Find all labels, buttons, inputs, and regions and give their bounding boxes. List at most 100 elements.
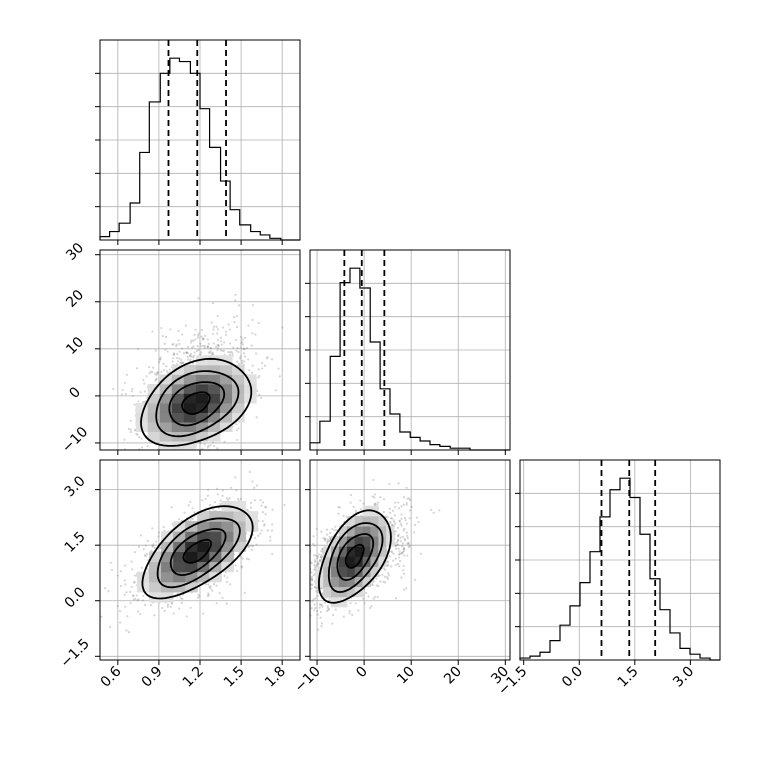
- density-cell: [370, 546, 379, 557]
- scatter-point: [303, 614, 305, 616]
- density-p2-p3: −10 0 10 20 30: [278, 459, 512, 696]
- scatter-point: [123, 593, 126, 596]
- scatter-point: [373, 503, 376, 506]
- density-cell: [173, 531, 186, 542]
- scatter-point: [143, 382, 146, 385]
- scatter-point: [326, 542, 329, 545]
- density-cell: [149, 561, 162, 573]
- scatter-point: [400, 552, 403, 555]
- density-cell: [331, 566, 340, 578]
- scatter-point: [123, 381, 127, 384]
- density-cell: [220, 374, 233, 385]
- scatter-point: [261, 367, 264, 370]
- scatter-point: [349, 602, 352, 605]
- scatter-point: [182, 361, 185, 364]
- density-cell: [338, 556, 348, 567]
- scatter-point: [237, 350, 240, 354]
- scatter-point: [186, 345, 189, 349]
- scatter-point: [225, 497, 228, 500]
- scatter-point: [183, 454, 185, 456]
- scatter-point: [257, 368, 260, 371]
- scatter-point: [209, 444, 212, 447]
- scatter-point: [393, 505, 397, 509]
- scatter-point: [403, 539, 407, 542]
- scatter-point: [217, 346, 220, 350]
- scatter-point: [260, 504, 263, 507]
- scatter-point: [281, 326, 284, 329]
- scatter-point: [151, 544, 154, 547]
- scatter-point: [143, 400, 146, 404]
- scatter-point: [116, 605, 119, 608]
- scatter-point: [133, 455, 135, 457]
- scatter-point: [313, 554, 316, 557]
- scatter-point: [232, 346, 235, 349]
- scatter-point: [207, 592, 210, 595]
- scatter-point: [388, 555, 391, 558]
- scatter-point: [378, 574, 381, 577]
- scatter-point: [403, 548, 406, 551]
- scatter-point: [211, 332, 215, 336]
- scatter-point: [349, 501, 352, 504]
- x-tick-label: 1.8: [262, 664, 289, 691]
- scatter-point: [133, 580, 136, 584]
- scatter-point: [393, 520, 396, 524]
- x-tick-label: 3.0: [670, 664, 697, 691]
- scatter-point: [405, 503, 408, 506]
- scatter-point: [344, 523, 348, 526]
- density-cell: [354, 546, 364, 557]
- scatter-point: [312, 574, 315, 577]
- density-cell: [183, 383, 197, 394]
- scatter-point: [156, 371, 159, 374]
- scatter-point: [199, 342, 202, 345]
- scatter-point: [195, 349, 199, 352]
- scatter-point: [136, 433, 139, 436]
- scatter-point: [238, 551, 241, 554]
- scatter-point: [402, 546, 406, 550]
- scatter-point: [371, 495, 374, 498]
- scatter-point: [263, 364, 267, 367]
- density-cell: [159, 412, 173, 423]
- scatter-point: [166, 372, 169, 375]
- scatter-point: [121, 388, 124, 391]
- scatter-point: [198, 441, 202, 444]
- scatter-point: [217, 457, 219, 459]
- scatter-point: [176, 353, 179, 356]
- scatter-point: [160, 462, 162, 464]
- scatter-point: [192, 354, 195, 357]
- scatter-point: [214, 452, 216, 454]
- scatter-point: [385, 576, 389, 579]
- density-cell: [207, 393, 221, 404]
- y-tick-label: 0: [66, 384, 84, 402]
- scatter-point: [219, 349, 222, 352]
- scatter-point: [123, 438, 126, 441]
- scatter-point: [216, 328, 220, 331]
- scatter-point: [278, 583, 280, 585]
- scatter-point: [311, 583, 314, 586]
- scatter-point: [206, 488, 210, 491]
- scatter-point: [233, 316, 236, 319]
- scatter-point: [178, 357, 181, 360]
- scatter-point: [112, 387, 115, 391]
- scatter-point: [210, 321, 214, 324]
- scatter-point: [313, 568, 316, 571]
- x-tick-label: 1.5: [615, 664, 642, 691]
- density-cell: [185, 551, 198, 563]
- scatter-point: [177, 339, 180, 342]
- scatter-point: [394, 530, 397, 533]
- scatter-point: [161, 473, 163, 475]
- scatter-point: [171, 460, 173, 462]
- scatter-point: [238, 357, 242, 360]
- scatter-point: [131, 568, 134, 571]
- scatter-point: [271, 552, 274, 556]
- scatter-point: [220, 343, 223, 346]
- scatter-point: [288, 552, 290, 554]
- scatter-point: [331, 622, 334, 625]
- scatter-point: [187, 504, 190, 507]
- scatter-point: [234, 564, 237, 567]
- scatter-point: [321, 605, 324, 608]
- scatter-point: [221, 349, 224, 353]
- scatter-point: [313, 609, 316, 612]
- scatter-point: [266, 356, 269, 359]
- scatter-point: [323, 537, 327, 540]
- scatter-point: [334, 608, 337, 611]
